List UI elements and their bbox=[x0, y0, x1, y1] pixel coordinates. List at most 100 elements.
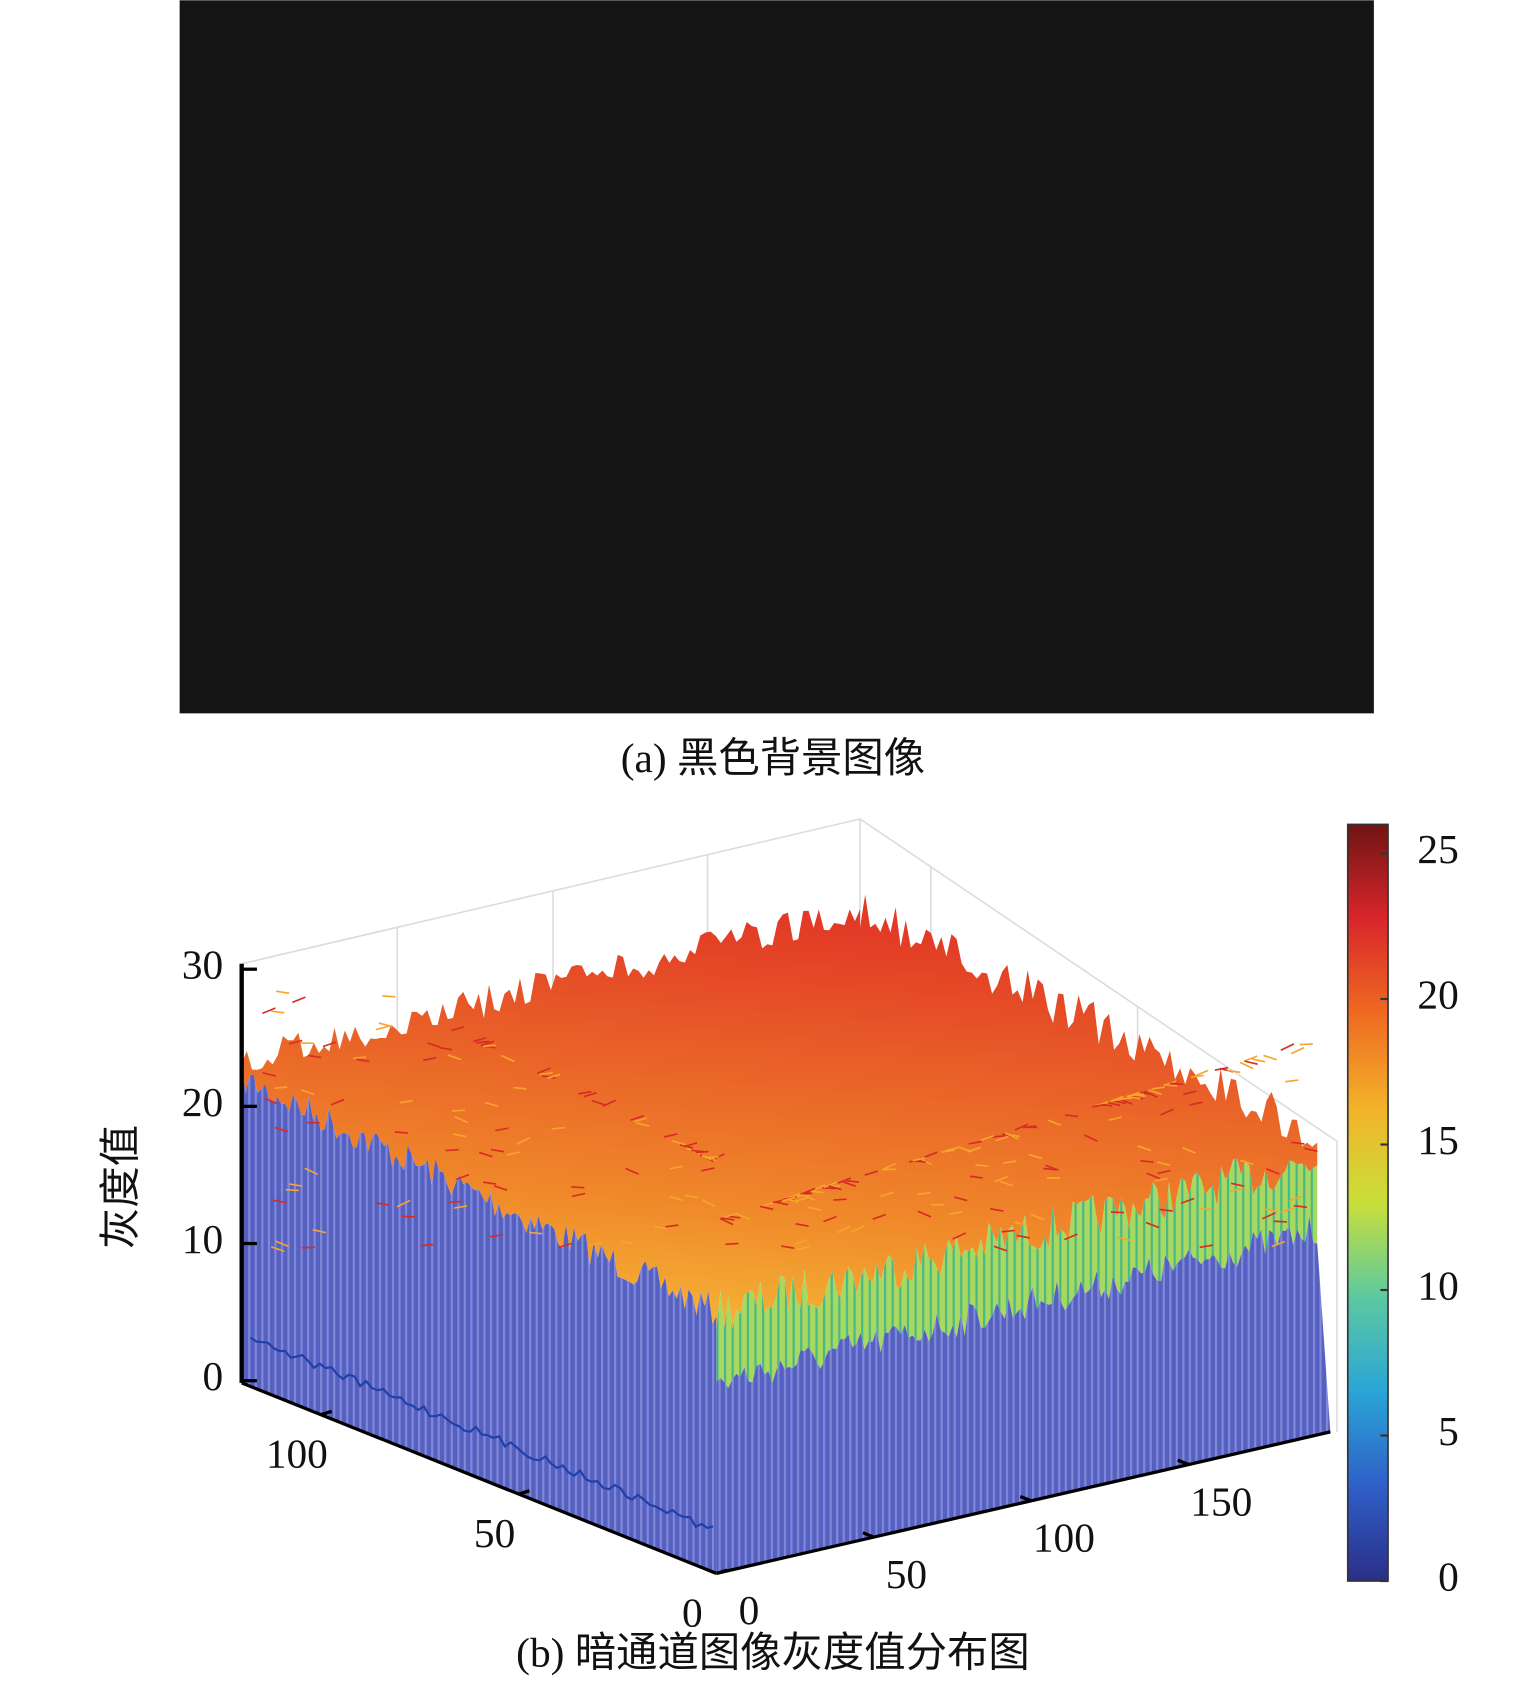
colorbar-tick-label: 25 bbox=[1417, 826, 1458, 872]
surface-mesh bbox=[451, 1109, 465, 1112]
surface-mesh bbox=[952, 1232, 967, 1240]
surface-mesh bbox=[727, 1215, 741, 1219]
surface-mesh bbox=[1299, 1043, 1313, 1046]
surface-mesh bbox=[539, 1072, 553, 1076]
surface-mesh bbox=[1108, 1116, 1122, 1121]
x-tick bbox=[1177, 1458, 1190, 1467]
surface-mesh bbox=[1263, 1054, 1277, 1061]
surface-mesh bbox=[923, 1151, 938, 1158]
surface-mesh bbox=[483, 1181, 497, 1185]
surface-mesh bbox=[1190, 1074, 1204, 1079]
surface-mesh bbox=[823, 1181, 838, 1189]
surface-mesh bbox=[999, 1180, 1014, 1187]
surface-mesh bbox=[1194, 1069, 1209, 1077]
surface-mesh bbox=[1063, 1233, 1078, 1241]
surface-mesh bbox=[501, 1054, 515, 1063]
surface-mesh bbox=[991, 1134, 1006, 1138]
surface-mesh bbox=[451, 1026, 465, 1032]
surface-mesh bbox=[664, 1133, 678, 1138]
surface-mesh bbox=[968, 1140, 982, 1145]
surface-mesh bbox=[292, 996, 306, 1004]
surface-mesh bbox=[1003, 1160, 1017, 1165]
x-tick bbox=[862, 1531, 875, 1539]
surface-mesh bbox=[394, 1131, 409, 1134]
surface-mesh bbox=[872, 1213, 887, 1220]
surface-mesh bbox=[330, 1098, 345, 1106]
surface-mesh bbox=[842, 1180, 856, 1187]
surface-mesh bbox=[572, 1192, 586, 1198]
surface-mesh bbox=[528, 1231, 543, 1235]
x-tick-label: 0 bbox=[739, 1587, 760, 1633]
colorbar-tick-label: 0 bbox=[1438, 1554, 1459, 1600]
surface-mesh bbox=[1180, 1197, 1195, 1205]
x-tick-label: 100 bbox=[1033, 1515, 1095, 1561]
z-tick-label: 30 bbox=[182, 942, 223, 988]
surface-mesh bbox=[589, 1241, 603, 1246]
surface-mesh bbox=[513, 1086, 527, 1090]
surface-mesh bbox=[490, 1148, 505, 1153]
surface-mesh bbox=[735, 1212, 750, 1220]
surface-mesh bbox=[1182, 1146, 1196, 1155]
surface-mesh bbox=[1159, 1208, 1173, 1212]
surface-top bbox=[241, 894, 1318, 1331]
surface-mesh bbox=[719, 1217, 734, 1226]
surface-mesh bbox=[1288, 1195, 1303, 1202]
x-tick-label: 150 bbox=[1190, 1478, 1252, 1524]
y-tick-label: 100 bbox=[266, 1431, 328, 1477]
surface-mesh bbox=[591, 1099, 605, 1106]
surface-mesh bbox=[448, 1200, 462, 1204]
surface-mesh bbox=[1199, 1207, 1213, 1211]
surface-mesh bbox=[953, 1196, 968, 1202]
surface-mesh bbox=[276, 990, 290, 995]
colorbar-tick-label: 5 bbox=[1438, 1408, 1459, 1454]
surface-mesh bbox=[271, 1010, 285, 1014]
surface-mesh bbox=[811, 1184, 826, 1192]
surface-mesh bbox=[1271, 1240, 1286, 1248]
surface-mesh bbox=[1163, 1080, 1177, 1087]
surface-mesh bbox=[420, 1243, 434, 1247]
z-axis-label: 灰度值 bbox=[98, 1125, 144, 1249]
surface-mesh bbox=[478, 1151, 493, 1158]
caption-a: (a) 黑色背景图像 bbox=[621, 735, 925, 782]
surface-mesh bbox=[795, 1223, 809, 1228]
surface-mesh bbox=[725, 1242, 739, 1246]
surface-mesh bbox=[382, 995, 396, 998]
surface-mesh bbox=[880, 1191, 894, 1198]
surface-mesh bbox=[993, 1245, 1008, 1252]
surface-mesh bbox=[864, 1170, 879, 1176]
surface-mesh bbox=[1285, 1079, 1299, 1083]
colorbar-tick-label: 10 bbox=[1417, 1262, 1458, 1308]
surface-mesh bbox=[1227, 1069, 1241, 1074]
surface-mesh bbox=[1239, 1159, 1254, 1166]
surface-mesh bbox=[882, 1162, 897, 1171]
surface-mesh bbox=[669, 1195, 684, 1202]
surface-mesh bbox=[273, 1199, 287, 1204]
surface-mesh bbox=[536, 1067, 551, 1075]
surface-mesh bbox=[620, 1240, 634, 1245]
surface-mesh bbox=[1156, 1161, 1171, 1167]
surface-mesh bbox=[375, 1025, 390, 1031]
surface-mesh bbox=[1126, 1091, 1140, 1098]
surface-mesh bbox=[453, 1205, 468, 1209]
surface-mesh bbox=[1112, 1097, 1126, 1102]
surface-mesh bbox=[774, 1201, 789, 1206]
surface-mesh bbox=[1293, 1204, 1308, 1209]
surface-mesh bbox=[1230, 1182, 1245, 1188]
surface-mesh bbox=[1262, 1212, 1276, 1220]
surface-mesh bbox=[850, 1225, 865, 1233]
surface-mesh bbox=[683, 1142, 698, 1148]
surface-mesh bbox=[801, 1187, 816, 1195]
surface-mesh bbox=[633, 1117, 648, 1123]
surface-mesh bbox=[262, 1071, 276, 1077]
surface-mesh bbox=[542, 1075, 556, 1079]
surface-mesh bbox=[975, 1164, 989, 1167]
surface bbox=[241, 894, 1331, 1574]
surface-mesh bbox=[307, 1054, 322, 1059]
surface-mesh bbox=[1154, 1177, 1168, 1182]
surface-mesh bbox=[671, 1140, 686, 1146]
surface-mesh bbox=[353, 1056, 367, 1060]
surface-mesh bbox=[571, 1186, 585, 1189]
surface-mesh bbox=[602, 1099, 617, 1107]
surface-mesh bbox=[583, 1091, 598, 1098]
surface-mesh bbox=[1243, 1055, 1258, 1063]
